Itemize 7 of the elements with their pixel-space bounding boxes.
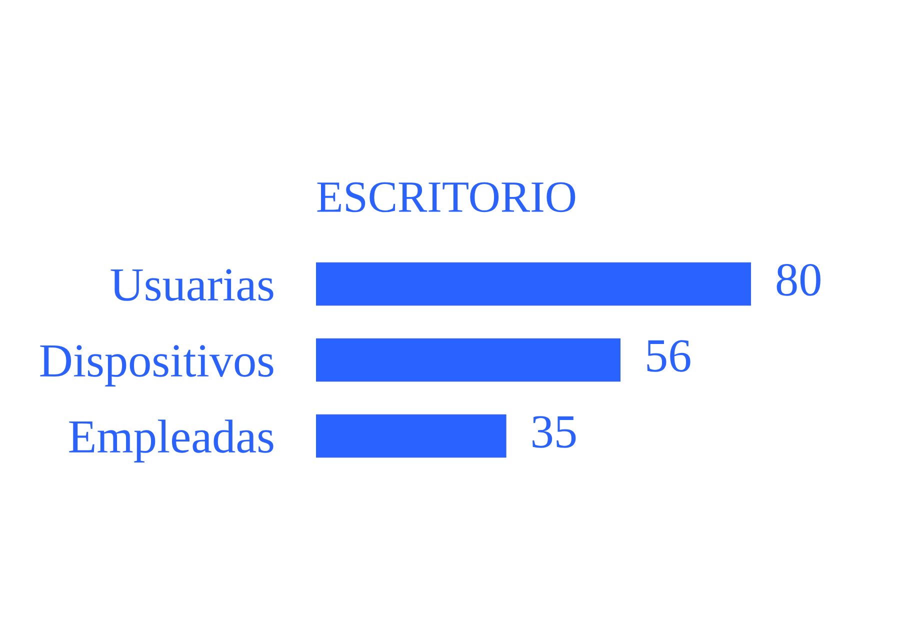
- data-label: 56: [647, 340, 690, 372]
- data-label: 80: [776, 264, 820, 296]
- y-tick-label: Empleadas: [69, 420, 274, 462]
- y-tick-label: Usuarias: [110, 269, 274, 301]
- data-label: 35: [532, 416, 576, 448]
- chart-title: ESCRITORIO: [317, 182, 576, 212]
- y-tick-label: Dispositivos: [40, 345, 274, 386]
